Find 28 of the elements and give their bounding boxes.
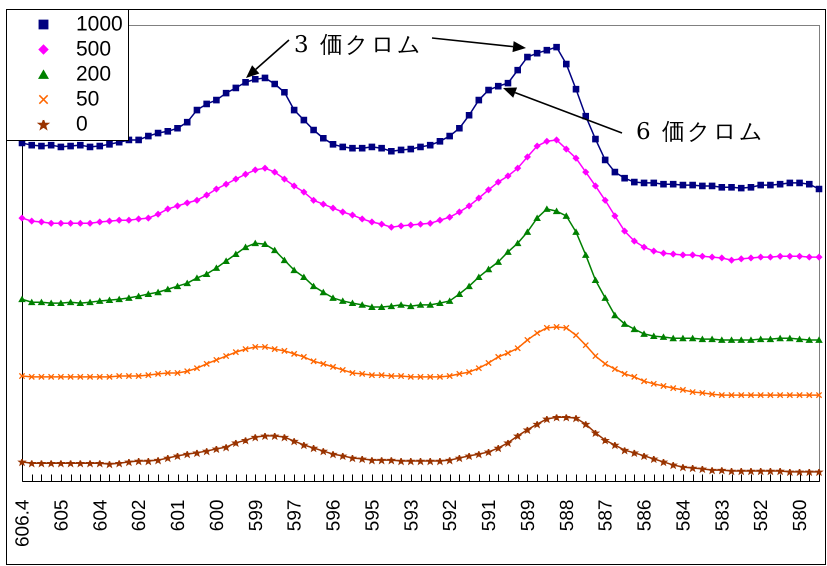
- x-tick-label: 584: [673, 499, 694, 532]
- legend-label: 500: [76, 38, 112, 60]
- x-tick-label: 601: [168, 500, 190, 532]
- legend-label: 50: [76, 88, 100, 110]
- x-tick-label: 604: [90, 499, 112, 532]
- x-tick-label: 600: [206, 500, 228, 532]
- x-tick-label: 599: [246, 500, 267, 532]
- x-tick-label: 586: [634, 500, 656, 532]
- legend-label: 1000: [76, 12, 123, 36]
- annotation: 3 価クロム: [294, 32, 423, 58]
- x-tick-label: 596: [324, 500, 345, 532]
- x-tick-label: 606.4: [12, 499, 34, 548]
- x-tick-label: 595: [362, 500, 384, 532]
- x-tick-label: 605: [51, 500, 72, 532]
- x-tick-label: 591: [479, 500, 500, 532]
- x-tick-label: 593: [401, 500, 422, 532]
- x-tick-label: 597: [284, 500, 306, 532]
- x-tick-label: 582: [751, 500, 772, 532]
- legend-label: 200: [76, 62, 112, 86]
- x-tick-label: 602: [129, 500, 150, 532]
- x-tick-label: 592: [440, 500, 462, 532]
- annotation: 6 価クロム: [636, 119, 765, 145]
- legend-label: 0: [76, 112, 88, 136]
- x-tick-label: 583: [712, 500, 734, 532]
- x-tick-label: 589: [518, 500, 539, 532]
- x-tick-label: 587: [596, 500, 617, 532]
- x-tick-label: 588: [556, 500, 578, 532]
- x-tick-label: 580: [790, 500, 812, 532]
